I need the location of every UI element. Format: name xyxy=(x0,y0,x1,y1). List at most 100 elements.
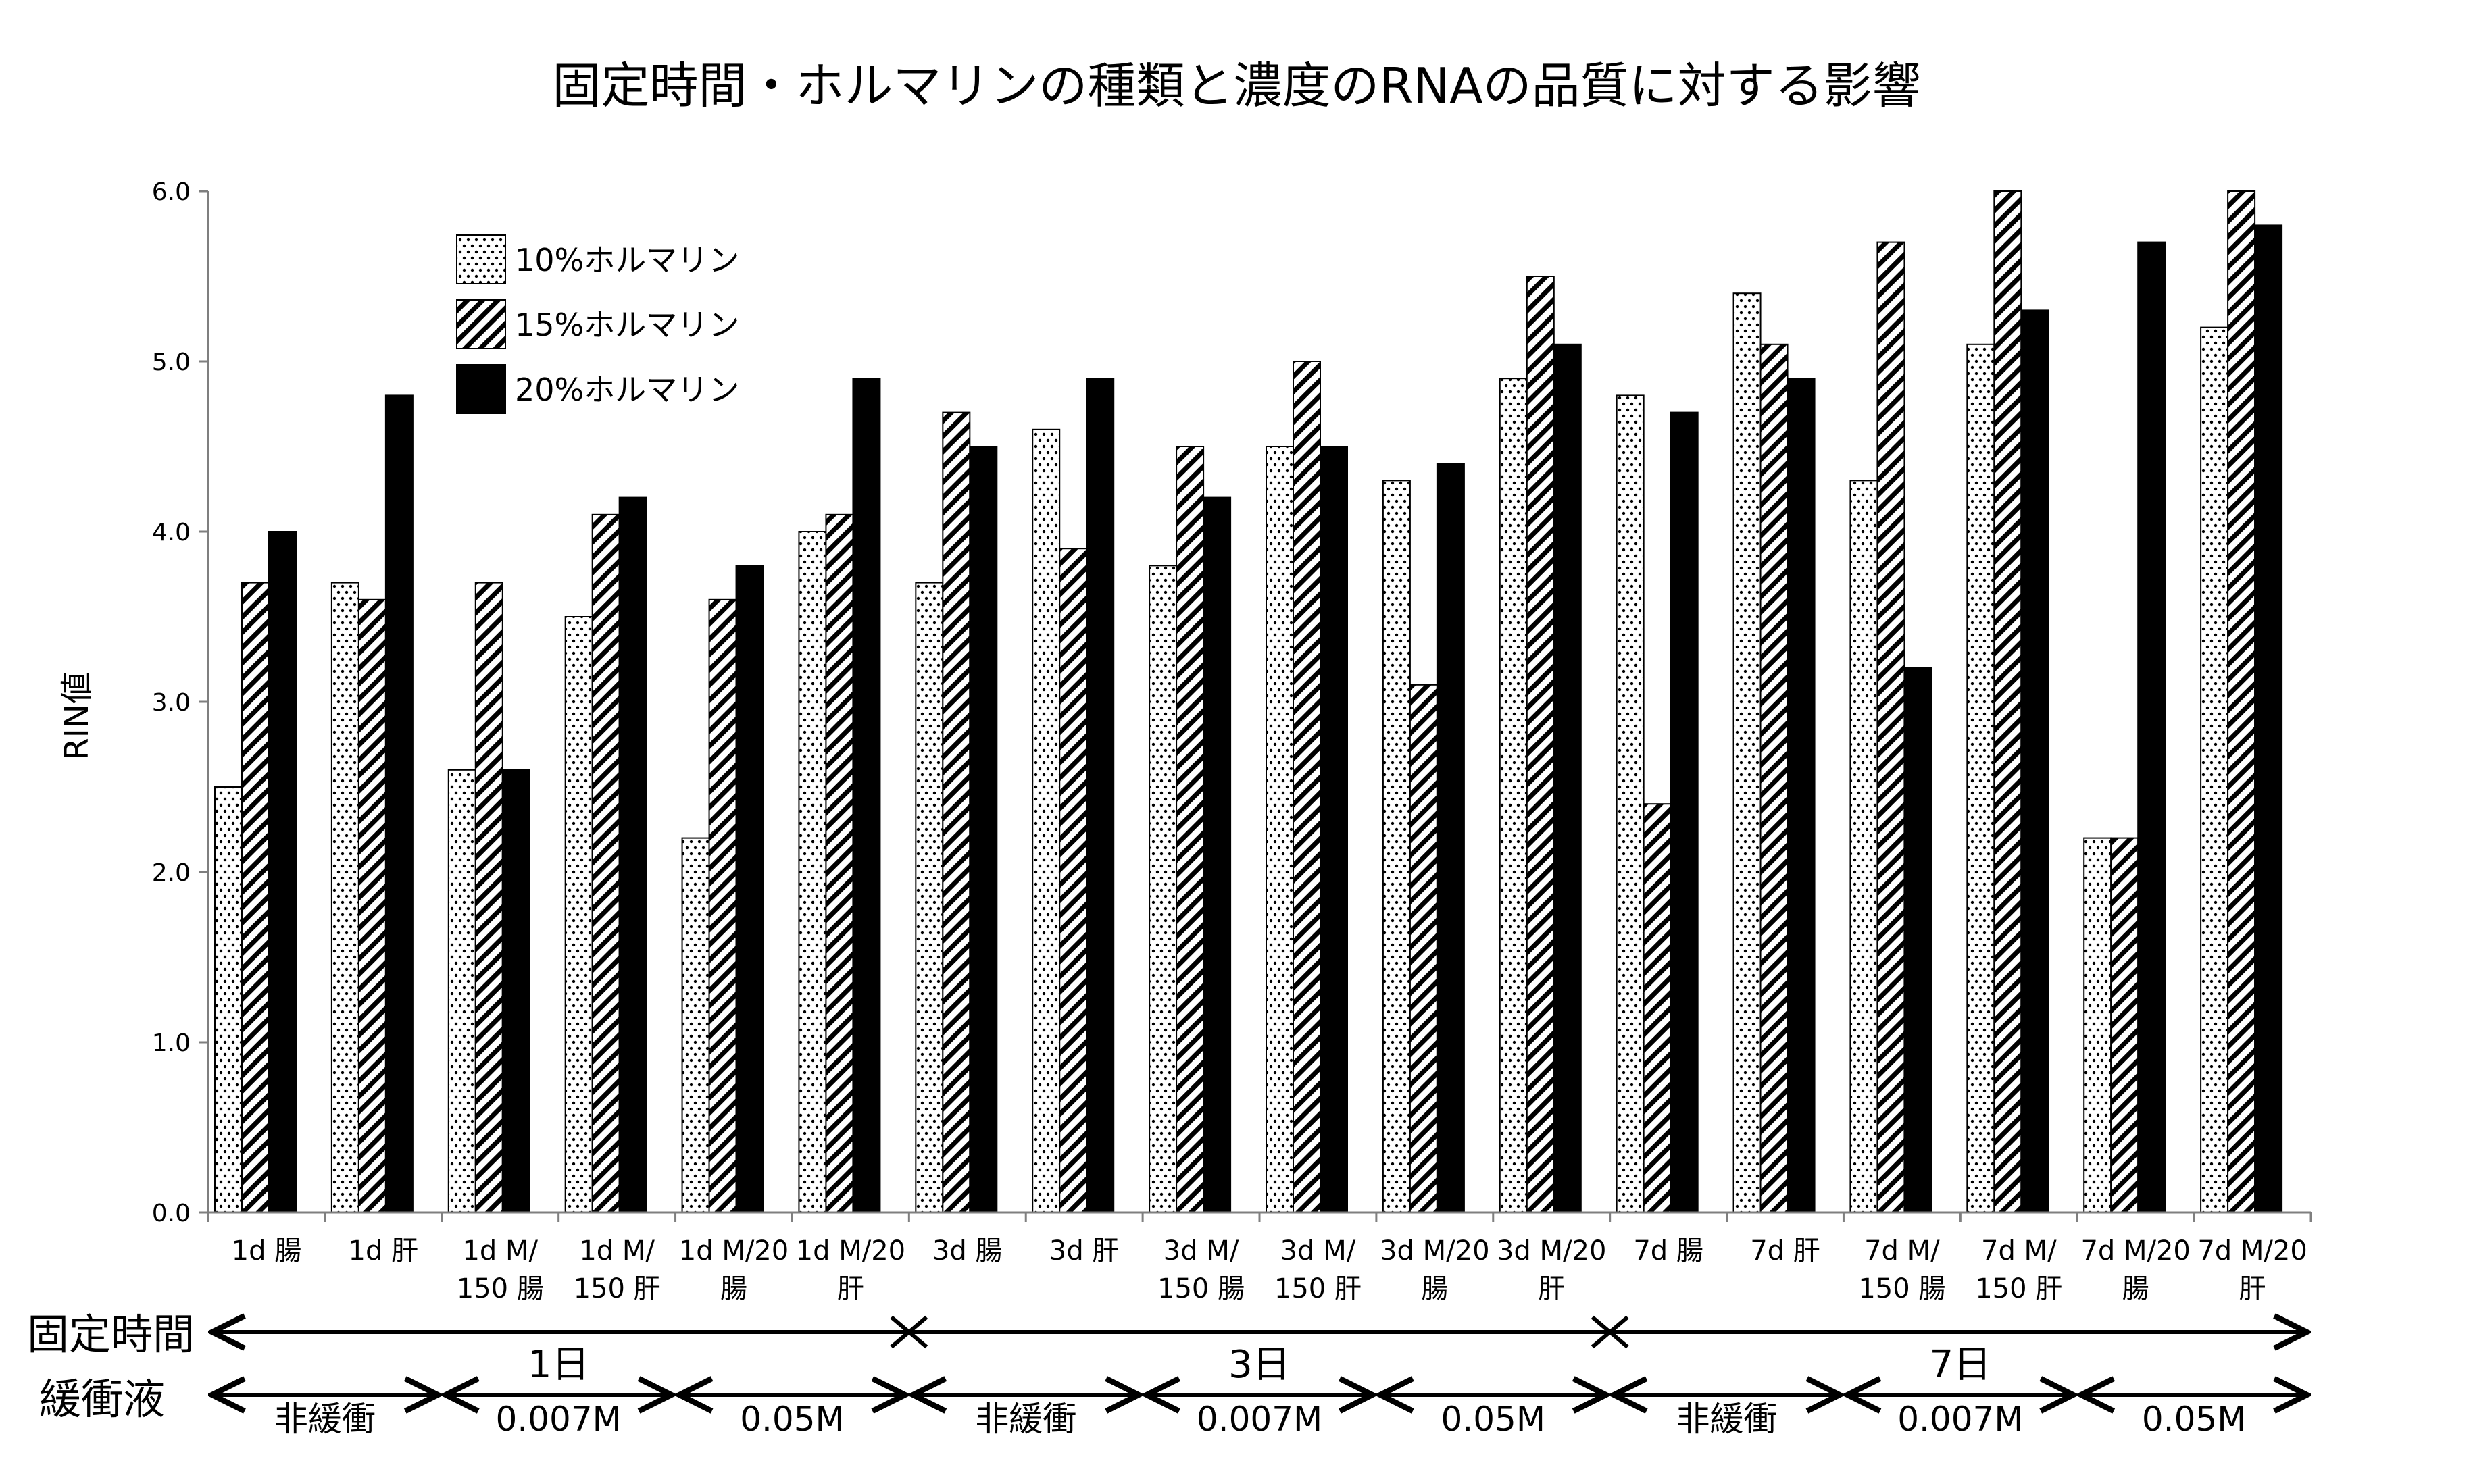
legend-swatch xyxy=(456,299,506,349)
x-tick-label: 7d M/20 xyxy=(2080,1235,2190,1266)
bar xyxy=(969,446,998,1213)
fixation-time-label: 固定時間 xyxy=(27,1310,195,1359)
bar xyxy=(1499,378,1528,1214)
x-tick-label: 150 腸 xyxy=(1157,1273,1245,1304)
x-axis: 1d 腸 1d 肝 1d M/150 腸 1d M/150 肝 1d M/20 腸 1d M… xyxy=(207,1211,2312,1304)
bar xyxy=(1032,428,1061,1213)
y-tick-label: 4.0 xyxy=(152,519,191,546)
y-axis-label: RIN値 xyxy=(58,671,96,760)
bar xyxy=(2020,309,2049,1213)
bar xyxy=(1670,411,1699,1213)
x-tick-label: 3d M/ xyxy=(1280,1235,1356,1266)
buffer-segment-label: 0.05M xyxy=(1441,1400,1545,1439)
y-tick-label: 2.0 xyxy=(152,859,191,887)
x-tick-label: 150 腸 xyxy=(1858,1273,1945,1304)
y-tick-label: 6.0 xyxy=(152,178,191,206)
x-tick-label: 3d M/20 xyxy=(1497,1235,1606,1266)
legend-label: 15%ホルマリン xyxy=(515,307,739,343)
x-tick-label: 1d M/ xyxy=(462,1235,538,1266)
x-tick-label: 1d M/20 xyxy=(679,1235,789,1266)
bar xyxy=(1176,446,1205,1213)
legend-swatch xyxy=(456,364,506,414)
bar xyxy=(942,411,971,1213)
x-tick-label: 肝 xyxy=(837,1273,864,1304)
y-tick-label: 5.0 xyxy=(152,349,191,376)
bar xyxy=(735,565,764,1213)
bar xyxy=(268,531,297,1213)
x-tick-label: 1d M/ xyxy=(579,1235,655,1266)
x-tick-label: 150 肝 xyxy=(1975,1273,2062,1304)
bar xyxy=(708,598,737,1213)
bar xyxy=(852,378,881,1214)
legend-label: 20%ホルマリン xyxy=(515,372,739,408)
buffer-segment-label: 0.05M xyxy=(2142,1400,2246,1439)
fixation-period-label: 7日 xyxy=(1930,1343,1992,1387)
series-2 xyxy=(241,190,2256,1214)
bar xyxy=(1436,463,1465,1214)
x-tick-label: 3d 肝 xyxy=(1049,1235,1120,1266)
bar xyxy=(1616,394,1645,1213)
bar xyxy=(2137,241,2166,1214)
buffer-segment-label: 0.007M xyxy=(1897,1400,2023,1439)
bar xyxy=(2254,224,2283,1213)
bar xyxy=(2110,837,2139,1213)
bar xyxy=(1203,496,1232,1213)
legend-item: 10%ホルマリン xyxy=(456,234,739,284)
x-tick-label: 150 肝 xyxy=(1274,1273,1362,1304)
bar xyxy=(798,531,827,1213)
bar xyxy=(1643,803,1672,1213)
bar xyxy=(591,513,620,1213)
x-tick-label: 7d 腸 xyxy=(1633,1235,1703,1266)
x-tick-label: 3d 腸 xyxy=(932,1235,1003,1266)
bar xyxy=(1320,446,1348,1213)
bar xyxy=(1787,378,1816,1214)
bar xyxy=(447,769,476,1214)
legend: 10%ホルマリン 15%ホルマリン 20%ホルマリン xyxy=(456,234,739,414)
bar xyxy=(1266,446,1294,1213)
x-tick-label: 3d M/ xyxy=(1164,1235,1239,1266)
bar xyxy=(1149,565,1178,1213)
series-1 xyxy=(214,292,2229,1214)
x-tick-label: 肝 xyxy=(1538,1273,1565,1304)
bar xyxy=(618,496,647,1213)
bar xyxy=(1966,343,1995,1213)
bar xyxy=(1903,667,1932,1213)
x-tick-label: 腸 xyxy=(2122,1273,2149,1304)
x-tick-label: 7d M/ xyxy=(1864,1235,1940,1266)
buffer-segment-label: 非緩衝 xyxy=(274,1400,376,1439)
buffer-label: 緩衝液 xyxy=(39,1375,165,1424)
chart-title: 固定時間・ホルマリンの種類と濃度のRNAの品質に対する影響 xyxy=(552,57,1920,114)
bar xyxy=(1849,480,1878,1213)
bar xyxy=(564,616,593,1213)
bar xyxy=(1382,480,1411,1213)
legend-swatch xyxy=(456,234,506,284)
bar xyxy=(681,837,710,1213)
bar xyxy=(1553,343,1582,1213)
x-tick-label: 7d M/ xyxy=(1981,1235,2057,1266)
buffer-segment-label: 0.007M xyxy=(1197,1400,1322,1439)
fixation-boundary-mark xyxy=(1591,1315,1629,1349)
y-tick-label: 1.0 xyxy=(152,1029,191,1057)
x-tick-label: 150 腸 xyxy=(457,1273,544,1304)
bar xyxy=(501,769,530,1214)
fixation-period-label: 1日 xyxy=(528,1343,590,1387)
bar xyxy=(1086,378,1115,1214)
bar xyxy=(1526,276,1555,1213)
buffer-segment-label: 非緩衝 xyxy=(1676,1400,1778,1439)
y-tick-label: 0.0 xyxy=(152,1200,191,1227)
x-tick-label: 1d 腸 xyxy=(232,1235,302,1266)
x-tick-label: 7d 肝 xyxy=(1750,1235,1820,1266)
buffer-segment-label: 0.05M xyxy=(740,1400,844,1439)
y-tick-label: 3.0 xyxy=(152,689,191,717)
legend-item: 15%ホルマリン xyxy=(456,299,739,349)
bar xyxy=(2200,326,2229,1214)
buffer-segment-label: 0.007M xyxy=(496,1400,622,1439)
x-tick-label: 7d M/20 xyxy=(2197,1235,2307,1266)
x-tick-label: 1d M/20 xyxy=(796,1235,905,1266)
x-tick-label: 1d 肝 xyxy=(349,1235,419,1266)
bar xyxy=(2227,190,2256,1213)
y-axis: 0.0 1.0 2.0 3.0 4.0 5.0 6.0 xyxy=(152,178,209,1227)
x-tick-label: 肝 xyxy=(2239,1273,2266,1304)
bar xyxy=(384,394,414,1213)
